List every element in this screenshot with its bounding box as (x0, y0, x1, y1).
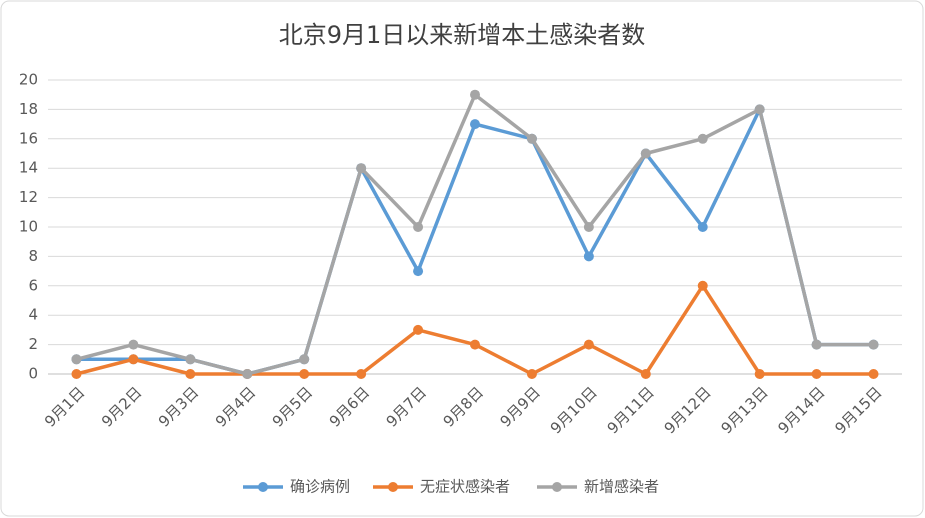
data-point (754, 369, 765, 379)
data-point (640, 369, 651, 379)
y-tick-label: 0 (28, 365, 38, 383)
y-tick-label: 16 (19, 129, 38, 147)
data-point (640, 148, 651, 159)
data-point (470, 89, 480, 100)
data-point (413, 222, 424, 232)
data-point (299, 354, 310, 365)
y-tick-label: 6 (28, 276, 38, 294)
data-point (811, 339, 822, 350)
data-point (470, 339, 480, 350)
data-point (697, 222, 708, 232)
data-point (697, 133, 708, 144)
data-point (526, 133, 537, 144)
legend-marker (258, 482, 268, 492)
y-tick-label: 14 (19, 159, 38, 177)
y-tick-label: 20 (19, 71, 38, 89)
legend-label: 无症状感染者 (420, 478, 510, 496)
data-point (697, 280, 708, 291)
data-point (868, 369, 879, 379)
y-tick-label: 12 (19, 188, 38, 206)
data-point (868, 339, 879, 350)
data-point (128, 354, 139, 365)
legend-marker (552, 482, 562, 492)
data-point (356, 163, 367, 174)
data-point (242, 369, 253, 379)
data-point (413, 324, 424, 335)
data-point (526, 369, 537, 379)
legend-marker (388, 482, 398, 492)
y-tick-label: 10 (19, 218, 38, 236)
legend-label: 新增感染者 (584, 478, 659, 496)
data-point (299, 369, 310, 379)
data-point (185, 369, 196, 379)
y-tick-label: 4 (28, 306, 38, 324)
y-tick-label: 2 (28, 335, 38, 353)
legend-label: 确诊病例 (290, 478, 350, 496)
y-tick-label: 18 (19, 100, 38, 118)
data-point (356, 369, 367, 379)
chart-title: 北京9月1日以来新增本土感染者数 (279, 21, 646, 49)
y-tick-label: 8 (28, 247, 38, 265)
data-point (470, 119, 480, 130)
data-point (128, 339, 139, 350)
data-point (583, 251, 594, 262)
data-point (413, 266, 424, 277)
data-point (71, 354, 82, 365)
data-point (754, 104, 765, 115)
data-point (583, 339, 594, 350)
data-point (71, 369, 82, 379)
data-point (811, 369, 822, 379)
data-point (583, 222, 594, 232)
data-point (185, 354, 196, 365)
